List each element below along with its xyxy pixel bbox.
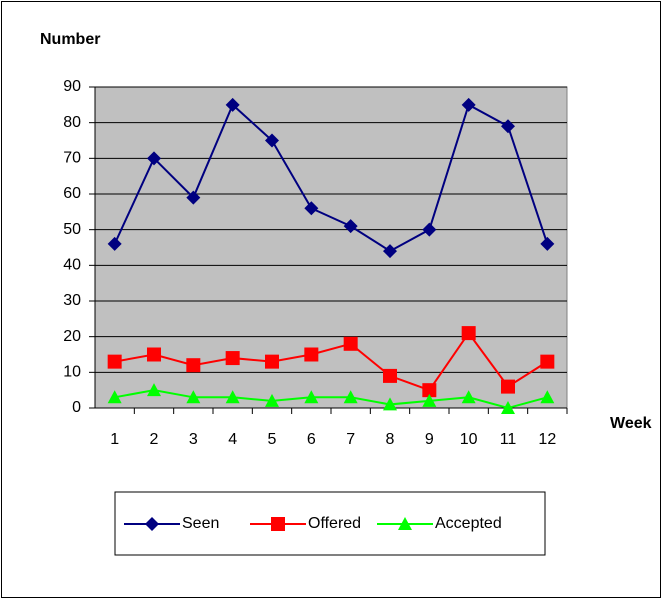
y-tick-label: 90 [63, 78, 81, 95]
marker [265, 133, 279, 148]
series-line [113, 103, 549, 253]
y-tick-label: 30 [63, 292, 81, 309]
x-tick-label: 6 [307, 431, 316, 448]
y-tick-label: 60 [63, 185, 81, 202]
marker [422, 222, 437, 237]
marker [422, 383, 437, 398]
x-tick-label: 7 [346, 431, 355, 448]
x-tick-label: 8 [386, 431, 395, 448]
x-tick-label: 1 [110, 431, 119, 448]
legend-box [114, 491, 546, 556]
legend-label: Accepted [435, 515, 502, 532]
marker [540, 390, 555, 404]
marker [398, 517, 412, 530]
marker [461, 326, 476, 341]
marker [147, 347, 161, 362]
marker [304, 201, 319, 216]
marker [271, 517, 285, 531]
marker [461, 97, 476, 112]
marker [304, 390, 319, 404]
marker [343, 219, 358, 234]
marker [540, 354, 555, 369]
marker [225, 351, 240, 366]
marker [186, 390, 201, 404]
marker [186, 358, 201, 373]
marker [225, 97, 240, 112]
marker [343, 336, 358, 351]
x-tick-label: 2 [150, 431, 159, 448]
y-tick-label: 10 [63, 364, 81, 381]
x-tick-label: 12 [538, 431, 556, 448]
marker [147, 383, 161, 397]
x-tick-label: 5 [268, 431, 277, 448]
y-tick-label: 20 [63, 328, 81, 345]
marker [265, 354, 279, 369]
x-tick-label: 4 [228, 431, 237, 448]
marker [461, 390, 476, 404]
marker [145, 517, 159, 531]
x-tick-label: 11 [500, 431, 517, 448]
x-tick-label: 9 [425, 431, 434, 448]
marker [422, 393, 437, 407]
marker [107, 390, 122, 404]
legend-label: Seen [182, 515, 219, 532]
plot-area [94, 86, 568, 409]
series-line [114, 389, 548, 410]
marker [186, 190, 201, 205]
x-tick-label: 3 [189, 431, 198, 448]
marker [107, 236, 122, 251]
marker [383, 397, 397, 411]
marker [107, 354, 122, 369]
legend-label: Offered [308, 515, 361, 532]
y-tick-label: 40 [63, 257, 81, 274]
y-tick-label: 80 [63, 114, 81, 131]
y-axis-title: Number [40, 31, 100, 48]
marker [265, 393, 279, 407]
marker [501, 119, 515, 134]
marker [147, 151, 161, 166]
marker [225, 390, 240, 404]
marker [304, 347, 319, 362]
y-tick-label: 0 [72, 399, 81, 416]
marker [383, 368, 397, 383]
x-axis-title: Week [610, 415, 652, 432]
x-tick-label: 10 [460, 431, 478, 448]
marker [343, 390, 358, 404]
marker [383, 244, 397, 259]
marker [501, 401, 515, 414]
y-tick-label: 50 [63, 221, 81, 238]
marker [540, 236, 555, 251]
y-tick-label: 70 [63, 150, 81, 167]
marker [501, 379, 515, 394]
